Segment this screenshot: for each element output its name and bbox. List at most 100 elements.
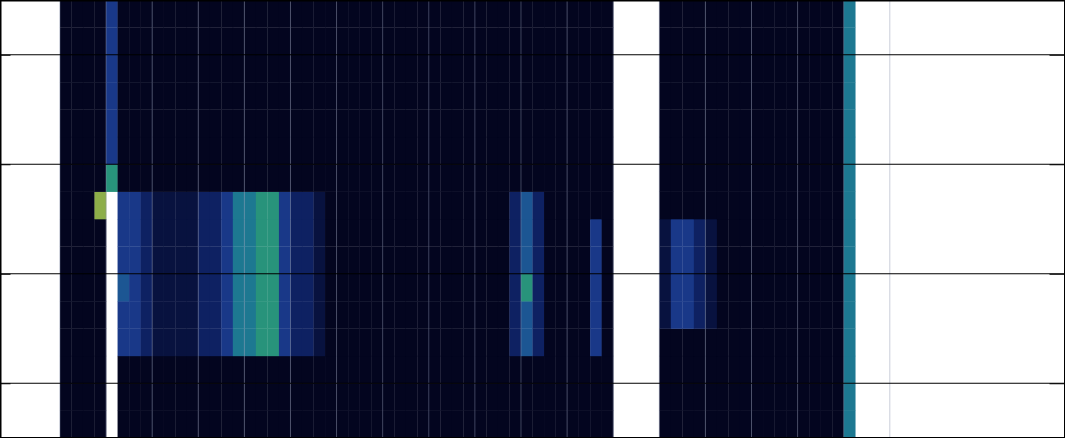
heatmap-cell <box>728 27 740 55</box>
heatmap-cell <box>509 55 521 83</box>
heatmap-cell <box>256 0 268 28</box>
heatmap-cell <box>141 192 153 220</box>
heatmap-cell <box>198 246 210 274</box>
heatmap-cell <box>95 219 107 247</box>
heatmap-cell <box>463 246 475 274</box>
heatmap-cell <box>590 411 602 438</box>
heatmap-cell <box>406 246 418 274</box>
heatmap-cell <box>348 27 360 55</box>
heatmap-cell <box>118 411 130 438</box>
heatmap-cell <box>118 356 130 384</box>
heatmap-cell <box>406 192 418 220</box>
heatmap-cell <box>602 0 614 28</box>
heatmap-cell <box>775 411 787 438</box>
heatmap-cell <box>659 301 671 329</box>
heatmap-cell <box>821 110 833 138</box>
heatmap-cell <box>509 329 521 357</box>
heatmap-cell <box>717 329 729 357</box>
heatmap-cell <box>337 137 349 165</box>
heatmap-cell <box>256 164 268 192</box>
heatmap-cell <box>314 274 326 302</box>
heatmap-cell <box>798 301 810 329</box>
heatmap-cell <box>429 55 441 83</box>
heatmap-cell <box>832 274 844 302</box>
heatmap-cell <box>106 55 118 83</box>
heatmap-cell <box>95 411 107 438</box>
heatmap-cell <box>763 110 775 138</box>
heatmap-cell <box>325 383 337 411</box>
heatmap-cell <box>164 383 176 411</box>
heatmap-cell <box>279 137 291 165</box>
heatmap-cell <box>152 274 164 302</box>
heatmap-cell <box>371 219 383 247</box>
heatmap-cell <box>682 301 694 329</box>
heatmap-cell <box>717 110 729 138</box>
heatmap-cell <box>694 274 706 302</box>
heatmap-cell <box>129 137 141 165</box>
heatmap-cell <box>60 301 72 329</box>
heatmap-cell <box>290 329 302 357</box>
grid-line <box>889 0 890 438</box>
heatmap-cell <box>440 27 452 55</box>
heatmap-cell <box>452 110 464 138</box>
heatmap-cell <box>463 383 475 411</box>
heatmap-cell <box>659 82 671 110</box>
heatmap-cell <box>129 27 141 55</box>
heatmap-cell <box>740 219 752 247</box>
heatmap-cell <box>429 164 441 192</box>
heatmap-cell <box>671 383 683 411</box>
heatmap-cell <box>371 110 383 138</box>
heatmap-cell <box>383 411 395 438</box>
heatmap-cell <box>417 411 429 438</box>
heatmap-cell <box>798 55 810 83</box>
heatmap-cell <box>556 192 568 220</box>
heatmap-cell <box>360 55 372 83</box>
heatmap-cell <box>705 82 717 110</box>
heatmap-cell <box>210 411 222 438</box>
heatmap-cell <box>671 219 683 247</box>
heatmap-cell <box>244 137 256 165</box>
heatmap-cell <box>360 164 372 192</box>
heatmap-cell <box>348 192 360 220</box>
heatmap-cell <box>83 356 95 384</box>
heatmap-cell <box>95 246 107 274</box>
heatmap-cell <box>832 55 844 83</box>
heatmap-cell <box>383 356 395 384</box>
heatmap-cell <box>452 246 464 274</box>
heatmap-cell <box>244 0 256 28</box>
heatmap-cell <box>221 55 233 83</box>
heatmap-cell <box>221 219 233 247</box>
heatmap-cell <box>383 110 395 138</box>
heatmap-cell <box>337 219 349 247</box>
heatmap-cell <box>763 329 775 357</box>
heatmap-cell <box>498 219 510 247</box>
heatmap-cell <box>544 192 556 220</box>
heatmap-cell <box>475 274 487 302</box>
heatmap-cell <box>682 192 694 220</box>
heatmap-cell <box>602 246 614 274</box>
heatmap-cell <box>544 110 556 138</box>
heatmap-cell <box>198 0 210 28</box>
heatmap-cell <box>659 192 671 220</box>
heatmap-cell <box>590 301 602 329</box>
heatmap-cell <box>60 219 72 247</box>
chart <box>0 0 1065 438</box>
heatmap-cell <box>141 246 153 274</box>
heatmap-cell <box>521 82 533 110</box>
heatmap-cell <box>728 219 740 247</box>
heatmap-cell <box>233 82 245 110</box>
heatmap-cell <box>751 383 763 411</box>
heatmap-cell <box>406 27 418 55</box>
heatmap-cell <box>95 137 107 165</box>
heatmap-cell <box>556 246 568 274</box>
grid-line <box>0 54 1065 55</box>
heatmap-cell <box>314 329 326 357</box>
heatmap-cell <box>567 411 579 438</box>
heatmap-cell <box>198 383 210 411</box>
heatmap-cell <box>809 164 821 192</box>
heatmap-cell <box>383 55 395 83</box>
heatmap-cell <box>429 246 441 274</box>
tick <box>1050 55 1065 56</box>
heatmap-cell <box>763 137 775 165</box>
heatmap-cell <box>406 301 418 329</box>
